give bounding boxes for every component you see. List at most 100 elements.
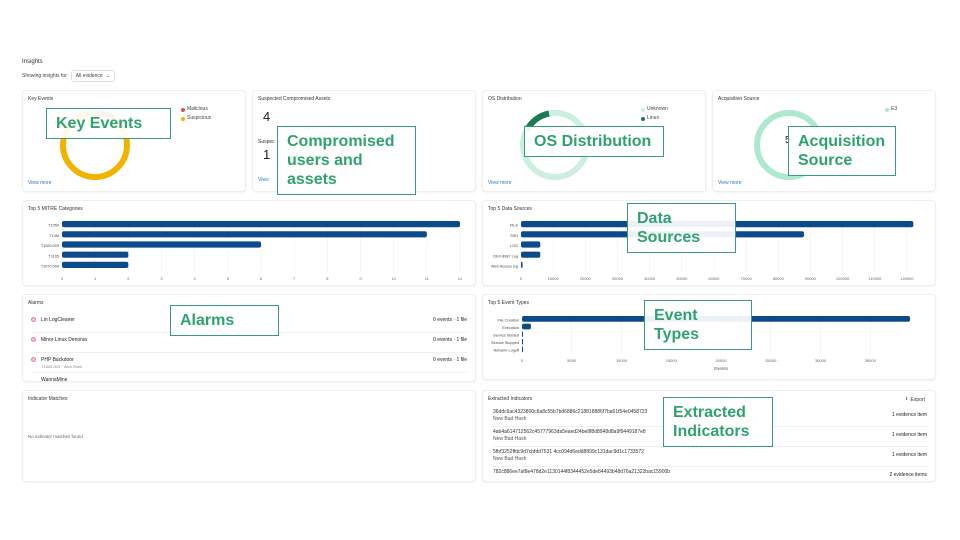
- indicator-type: New Bad Hash: [493, 436, 527, 442]
- alarm-name: Lin LogCleaner: [41, 317, 75, 323]
- x-axis-label: Events: [254, 284, 269, 286]
- tick-label: 0: [520, 276, 523, 281]
- x-axis-label: Events: [714, 366, 729, 371]
- category-label: DEF-8987 Log: [493, 254, 518, 258]
- overlay-event-types: Event Types: [644, 300, 752, 350]
- acquisition-title: Acquisition Source: [718, 96, 760, 102]
- evidence-filter-value: All evidence: [75, 73, 103, 79]
- indicator-hash: 5fbf3252ffdc9d7cbfdd7531 4cc094d6edd8899…: [493, 449, 644, 455]
- alarms-title: Alarms: [28, 300, 44, 306]
- bar: [521, 261, 523, 268]
- tick-label: 35000: [865, 358, 877, 363]
- indicator-matches-title: Indicator Matches: [28, 396, 68, 402]
- indicator-row[interactable]: 782c886ee7af8e478d2e1130144f8344452e5de8…: [493, 467, 927, 481]
- bar: [522, 331, 523, 337]
- acquisition-view-more[interactable]: View more: [718, 180, 742, 186]
- compromised-assets-count: 4: [263, 109, 271, 124]
- tick-label: 10000: [548, 276, 560, 281]
- indicator-evidence-count: 1 evidence item: [891, 432, 927, 438]
- chevron-down-icon: ⌄: [105, 73, 110, 79]
- os-distribution-title: OS Distribution: [488, 96, 522, 102]
- legend-item-unknown: Unknown: [641, 105, 668, 114]
- unknown-dot-icon: [641, 107, 645, 112]
- acquisition-total: 5: [785, 135, 791, 146]
- tick-label: 50000: [676, 276, 688, 281]
- key-events-view-more[interactable]: View more: [28, 180, 52, 186]
- alarm-row[interactable]: WannaMine 0 events · 2 files: [31, 373, 467, 382]
- x-axis-label: Events: [715, 284, 730, 286]
- evidence-filter-select[interactable]: All evidence ⌄: [70, 70, 115, 82]
- category-label: T1059: [48, 224, 59, 228]
- tick-label: 5: [227, 276, 230, 281]
- tick-label: 11: [425, 276, 430, 281]
- indicator-evidence-count: 1 evidence item: [891, 412, 927, 418]
- tick-label: 70000: [741, 276, 753, 281]
- indicator-hash: 4ab4a614712562c45777963da5eaed24be8f8d89…: [493, 429, 646, 435]
- key-events-legend: Malicious Suspicious: [181, 105, 211, 123]
- category-label: Execution: [502, 326, 519, 330]
- category-label: LOG: [510, 244, 518, 248]
- indicator-row[interactable]: 5fbf3252ffdc9d7cbfdd7531 4cc094d6edd8899…: [493, 447, 927, 467]
- tick-label: 2: [127, 276, 130, 281]
- data-sources-title: Top 5 Data Sources: [488, 206, 532, 212]
- tick-label: 30000: [612, 276, 624, 281]
- legend-item-malicious: Malicious: [181, 105, 211, 114]
- bar: [521, 241, 541, 248]
- alarm-name: WannaMine: [41, 377, 68, 382]
- indicator-hash: 36ddc6ac4323800c6a8c55b7bd6886c218818886…: [493, 409, 648, 415]
- overlay-key-events: Key Events: [46, 108, 171, 139]
- tick-label: 1: [94, 276, 97, 281]
- alarm-name: PHP Backdoor: [41, 357, 74, 363]
- overlay-alarms: Alarms: [170, 305, 279, 336]
- tick-label: 10000: [616, 358, 628, 363]
- alarm-row[interactable]: PHP Backdoor T1505.003 · Web Shell 0 eve…: [31, 353, 467, 373]
- compromised-users-title: Suspec: [258, 139, 275, 145]
- bar: [521, 251, 541, 258]
- tick-label: 10: [391, 276, 396, 281]
- mitre-title: Top 5 MITRE Categories: [28, 206, 83, 212]
- alarm-technique: T1505.003 · Web Shell: [41, 364, 82, 369]
- tick-label: 12: [458, 276, 463, 281]
- event-types-title: Top 5 Event Types: [488, 300, 530, 306]
- indicator-hash: 782c886ee7af8e478d2e1130144f8344452e5de8…: [493, 469, 671, 475]
- category-label: Network Logoff: [494, 349, 520, 353]
- tick-label: 20000: [580, 276, 592, 281]
- tick-label: 120000: [900, 276, 914, 281]
- indicator-matches-empty: No indicator matches found: [28, 434, 83, 439]
- tick-label: 25000: [765, 358, 777, 363]
- bar: [62, 221, 460, 228]
- linux-dot-icon: [641, 116, 645, 121]
- key-events-title: Key Events: [28, 96, 54, 102]
- os-view-more[interactable]: View more: [488, 180, 512, 186]
- tick-label: 60000: [708, 276, 720, 281]
- tick-label: 5000: [567, 358, 577, 363]
- alarm-row[interactable]: Minor Linux Denonia 0 events · 1 file: [31, 333, 467, 353]
- alarm-name: Minor Linux Denonia: [41, 337, 87, 343]
- tick-label: 8: [326, 276, 329, 281]
- overlay-extracted: Extracted Indicators: [663, 397, 773, 447]
- tick-label: 15000: [666, 358, 678, 363]
- alarm-count: 0 events · 1 file: [433, 357, 467, 363]
- mitre-card: Top 5 MITRE Categories 0 1 2 3 4 5 6 7 8 9 10 11 12 T…: [22, 200, 476, 286]
- key-events-card: Key Events Malicious Suspicious View mor…: [22, 90, 246, 192]
- showing-label: Showing insights for: [22, 73, 67, 79]
- alarm-count: 0 events · 1 file: [433, 337, 467, 343]
- category-label: File Creation: [497, 318, 519, 322]
- bar: [522, 323, 531, 330]
- overlay-acquisition: Acquisition Source: [788, 126, 896, 176]
- compromised-view-more[interactable]: View: [258, 177, 269, 183]
- alarm-count: 0 events · 1 file: [433, 317, 467, 323]
- indicator-matches-card: Indicator Matches No indicator matches f…: [22, 390, 476, 482]
- alarm-icon: [31, 317, 36, 322]
- legend-item-suspicious: Suspicious: [181, 114, 211, 123]
- legend-item-e3: E3: [885, 105, 897, 114]
- download-icon: ⭳: [905, 396, 908, 402]
- suspicious-dot-icon: [181, 116, 185, 121]
- extracted-title: Extracted Indicators: [488, 396, 533, 402]
- indicator-evidence-count: 2 evidence items: [889, 472, 927, 478]
- tick-label: 0: [521, 358, 524, 363]
- bar: [62, 251, 129, 258]
- export-button[interactable]: ⭳ Export: [905, 396, 925, 403]
- overlay-data-sources: Data Sources: [627, 203, 736, 253]
- overlay-os-distribution: OS Distribution: [524, 126, 664, 157]
